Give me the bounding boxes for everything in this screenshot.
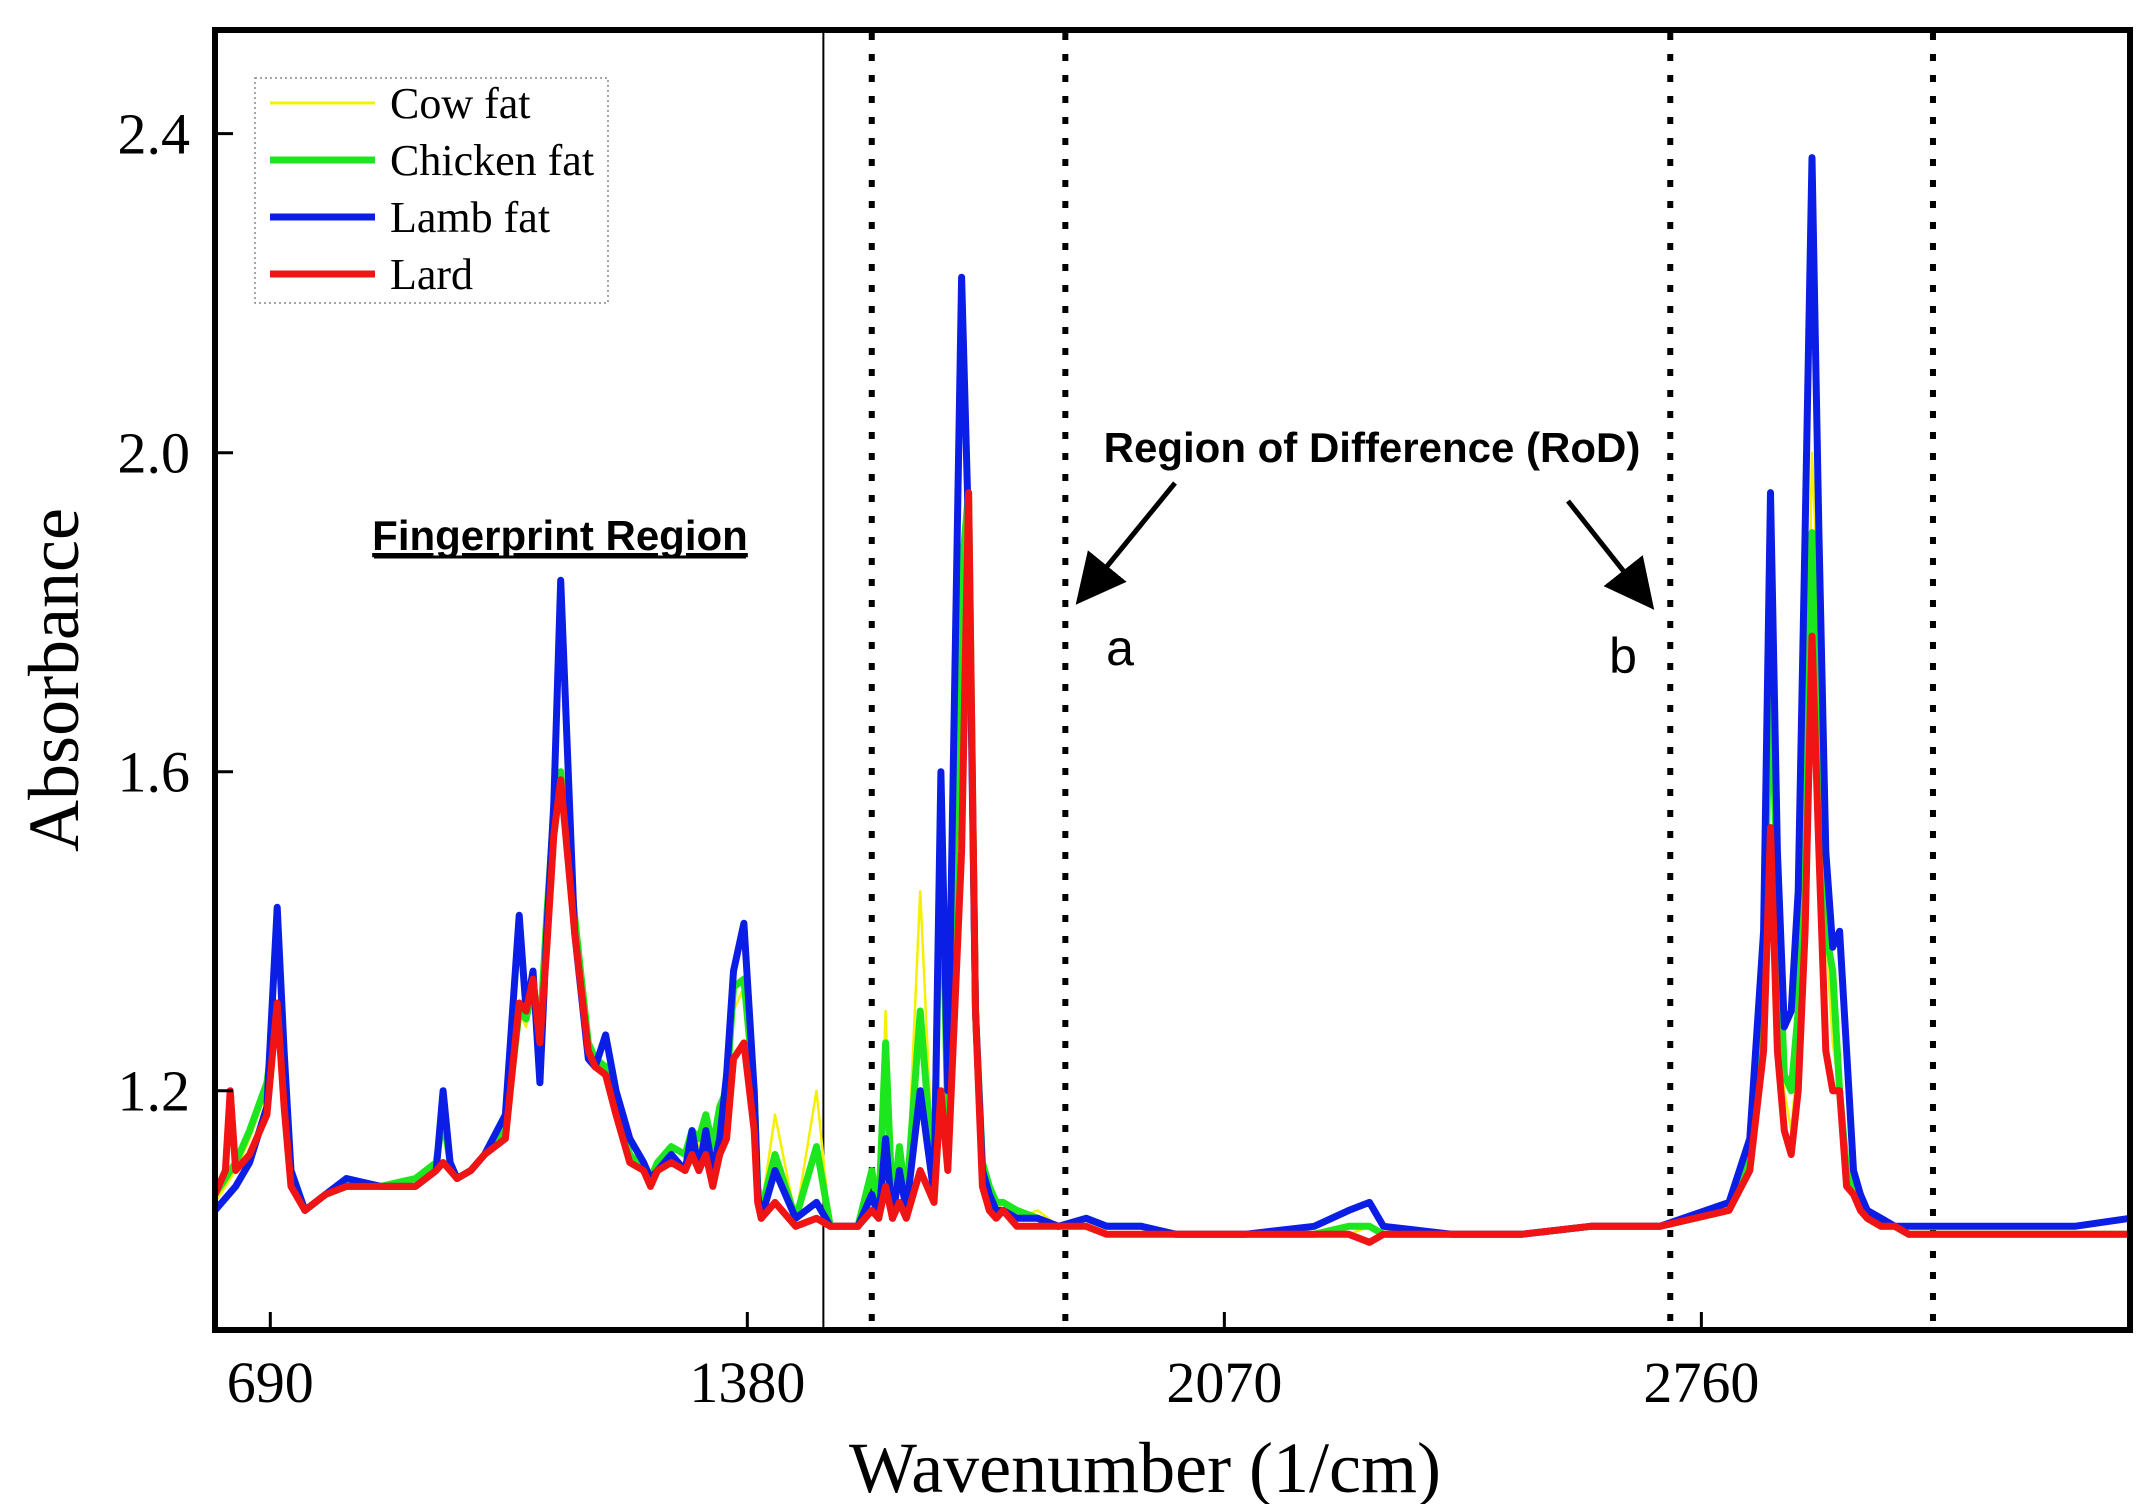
legend-label-cow-fat: Cow fat xyxy=(390,79,531,128)
x-tick-label: 690 xyxy=(227,1350,314,1415)
series-layer xyxy=(211,154,2131,1246)
x-axis-title: Wavenumber (1/cm) xyxy=(849,1428,1441,1504)
y-tick-label: 1.6 xyxy=(118,740,191,805)
rod-label: Region of Difference (RoD) xyxy=(1104,424,1641,471)
plot-frame xyxy=(212,27,2133,1333)
x-tick-label: 2070 xyxy=(1166,1350,1282,1415)
x-tick-label: 2760 xyxy=(1643,1350,1759,1415)
y-axis-title: Absorbance xyxy=(14,508,94,852)
vertical-reference-lines xyxy=(822,33,1936,1327)
series-line-lamb-fat xyxy=(212,154,2131,1238)
fingerprint-region-label: Fingerprint Region xyxy=(372,512,748,559)
x-axis-ticks: 690 1380 2070 2760 xyxy=(227,1312,1759,1415)
series-line-lard xyxy=(211,489,2130,1246)
boundary-label-a: a xyxy=(1106,620,1134,676)
boundary-label-b: b xyxy=(1609,628,1637,684)
arrow-to-a xyxy=(1075,481,1177,605)
arrow-to-b xyxy=(1566,499,1655,610)
legend-box xyxy=(254,77,609,304)
legend-label-chicken-fat: Chicken fat xyxy=(390,136,594,185)
y-tick-label: 1.2 xyxy=(118,1059,191,1124)
x-tick-label: 1380 xyxy=(689,1350,805,1415)
y-tick-label: 2.0 xyxy=(118,421,191,486)
legend: Cow fat Chicken fat Lamb fat Lard xyxy=(254,77,609,304)
y-tick-label: 2.4 xyxy=(118,102,191,167)
legend-label-lamb-fat: Lamb fat xyxy=(390,193,550,242)
legend-label-lard: Lard xyxy=(390,250,473,299)
y-axis-ticks: 1.2 1.6 2.0 2.4 xyxy=(118,102,233,1124)
